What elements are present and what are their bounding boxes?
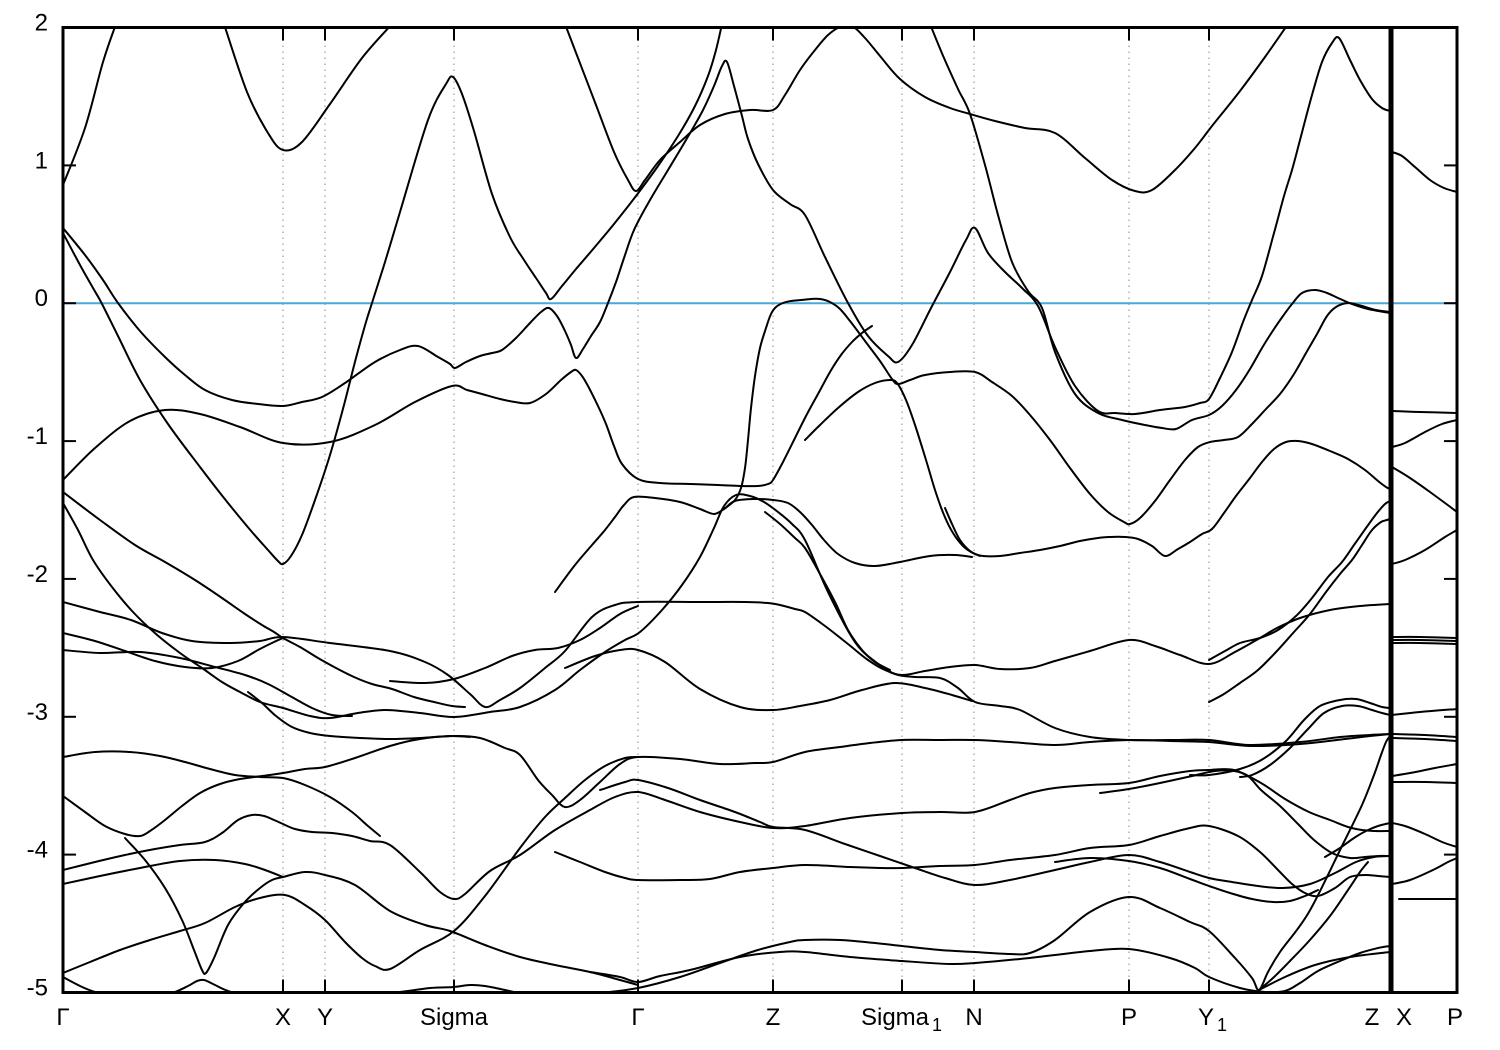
svg-text:Z: Z (766, 1004, 781, 1031)
svg-text:Z: Z (1365, 1004, 1380, 1031)
svg-text:X: X (275, 1004, 291, 1031)
svg-text:2: 2 (35, 10, 48, 37)
svg-text:-2: -2 (27, 561, 48, 588)
svg-text:N: N (965, 1004, 982, 1031)
svg-text:0: 0 (35, 285, 48, 312)
svg-text:Γ: Γ (631, 1004, 644, 1031)
svg-text:1: 1 (1217, 1015, 1227, 1035)
svg-text:Γ: Γ (56, 1004, 69, 1031)
svg-text:X: X (1396, 1004, 1412, 1031)
svg-text:1: 1 (35, 147, 48, 174)
svg-text:-3: -3 (27, 699, 48, 726)
svg-text:Y: Y (317, 1004, 333, 1031)
svg-text:Sigma: Sigma (420, 1004, 489, 1031)
svg-text:Y: Y (1198, 1004, 1214, 1031)
svg-text:Sigma: Sigma (861, 1004, 930, 1031)
svg-text:1: 1 (932, 1015, 942, 1035)
svg-text:-4: -4 (27, 837, 48, 864)
svg-text:P: P (1447, 1004, 1463, 1031)
svg-text:-5: -5 (27, 975, 48, 1002)
svg-text:-1: -1 (27, 423, 48, 450)
svg-text:P: P (1121, 1004, 1137, 1031)
